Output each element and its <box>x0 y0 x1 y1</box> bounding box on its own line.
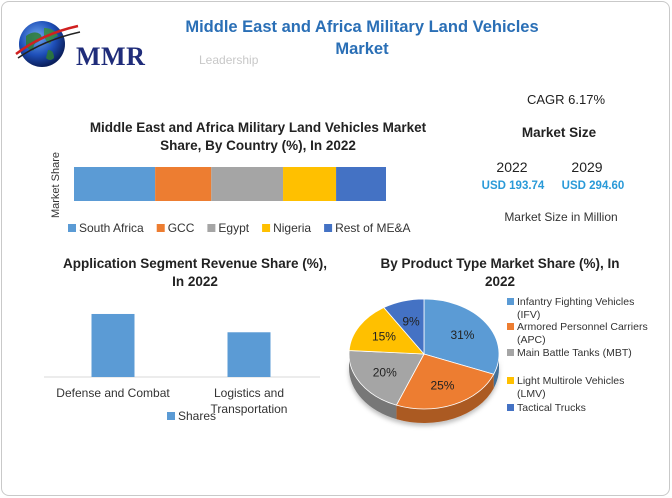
stack-segment <box>74 167 156 201</box>
legend-swatch <box>167 412 175 420</box>
pie-data-label: 31% <box>450 328 474 342</box>
pie-side-wall <box>396 374 494 423</box>
application-bar-chart: Defense and Combat Logistics and Transport… <box>44 313 320 423</box>
legend-label: Egypt <box>218 221 249 235</box>
pie-slice <box>423 298 500 375</box>
legend-label: Main Battle Tanks (MBT) <box>517 347 632 359</box>
legend-swatch <box>507 377 514 384</box>
country-chart-title: Middle East and Africa Military Land Veh… <box>89 120 427 153</box>
legend-label: Tactical Trucks <box>517 402 586 414</box>
legend-swatch <box>324 224 333 232</box>
market-size-unit: Market Size in Million <box>504 210 618 224</box>
legend-label: Light Multirole Vehicles (LMV) <box>517 375 624 400</box>
application-chart-title: Application Segment Revenue Share (%), I… <box>62 256 328 289</box>
stack-segment <box>336 167 386 201</box>
legend-label: Armored Personnel Carriers (APC) <box>517 321 648 346</box>
legend-swatch <box>262 224 271 232</box>
legend-swatch <box>507 323 514 330</box>
legend-swatch <box>507 349 514 356</box>
legend-label: Nigeria <box>273 221 311 235</box>
pie-side-wall <box>493 354 499 389</box>
product-pie-chart: 31% 25% 20% 15% 9% Infantry Fighting Vehicles… <box>348 296 648 423</box>
globe-icon <box>15 21 81 67</box>
pie-data-label: 20% <box>373 365 397 379</box>
legend-swatch <box>507 298 514 305</box>
legend-label: GCC <box>168 221 195 235</box>
value-start: USD 193.74 <box>481 180 545 192</box>
legend-label: Infantry Fighting Vehicles (IFV) <box>517 296 634 321</box>
legend-swatch <box>207 224 216 232</box>
legend-label: South Africa <box>79 221 144 235</box>
x-tick-label: Logistics and Transportation <box>211 386 288 416</box>
pie-data-label: 9% <box>402 314 420 328</box>
legend-label: Rest of ME&A <box>335 221 410 235</box>
legend-swatch <box>156 224 165 232</box>
legend-swatch <box>68 224 76 232</box>
market-size-heading: Market Size <box>521 125 597 140</box>
legend-label: Shares <box>178 409 216 423</box>
bar <box>227 332 271 377</box>
pie-side-wall <box>348 354 397 420</box>
pie-data-label: 25% <box>430 378 454 392</box>
bar <box>91 313 135 377</box>
year-end: 2029 <box>571 159 603 175</box>
pie-slice <box>383 298 425 356</box>
cagr-label: CAGR 6.17% <box>526 92 606 107</box>
y-axis-label: Market Share <box>50 152 62 218</box>
stack-segment <box>155 167 212 201</box>
logo-text: MMR <box>76 42 146 71</box>
year-start: 2022 <box>496 159 528 175</box>
value-end: USD 294.60 <box>561 180 625 192</box>
pie-data-label: 15% <box>372 330 396 344</box>
stack-segment <box>211 167 284 201</box>
pie-slice <box>348 350 425 406</box>
legend-swatch <box>507 404 514 411</box>
watermark-text: Leadership <box>199 53 259 67</box>
pie-side <box>348 354 499 423</box>
product-chart-title: By Product Type Market Share (%), In 202… <box>380 256 620 289</box>
country-stacked-chart: Market Share South Africa GCC Egypt Nigeria R… <box>50 152 410 235</box>
page-title: Middle East and Africa Military Land Veh… <box>185 18 539 58</box>
stack-segment <box>283 167 337 201</box>
pie-slice <box>348 307 425 355</box>
logo: MMR <box>12 14 146 74</box>
pie-slice <box>395 353 495 410</box>
x-tick-label: Defense and Combat <box>56 386 170 400</box>
